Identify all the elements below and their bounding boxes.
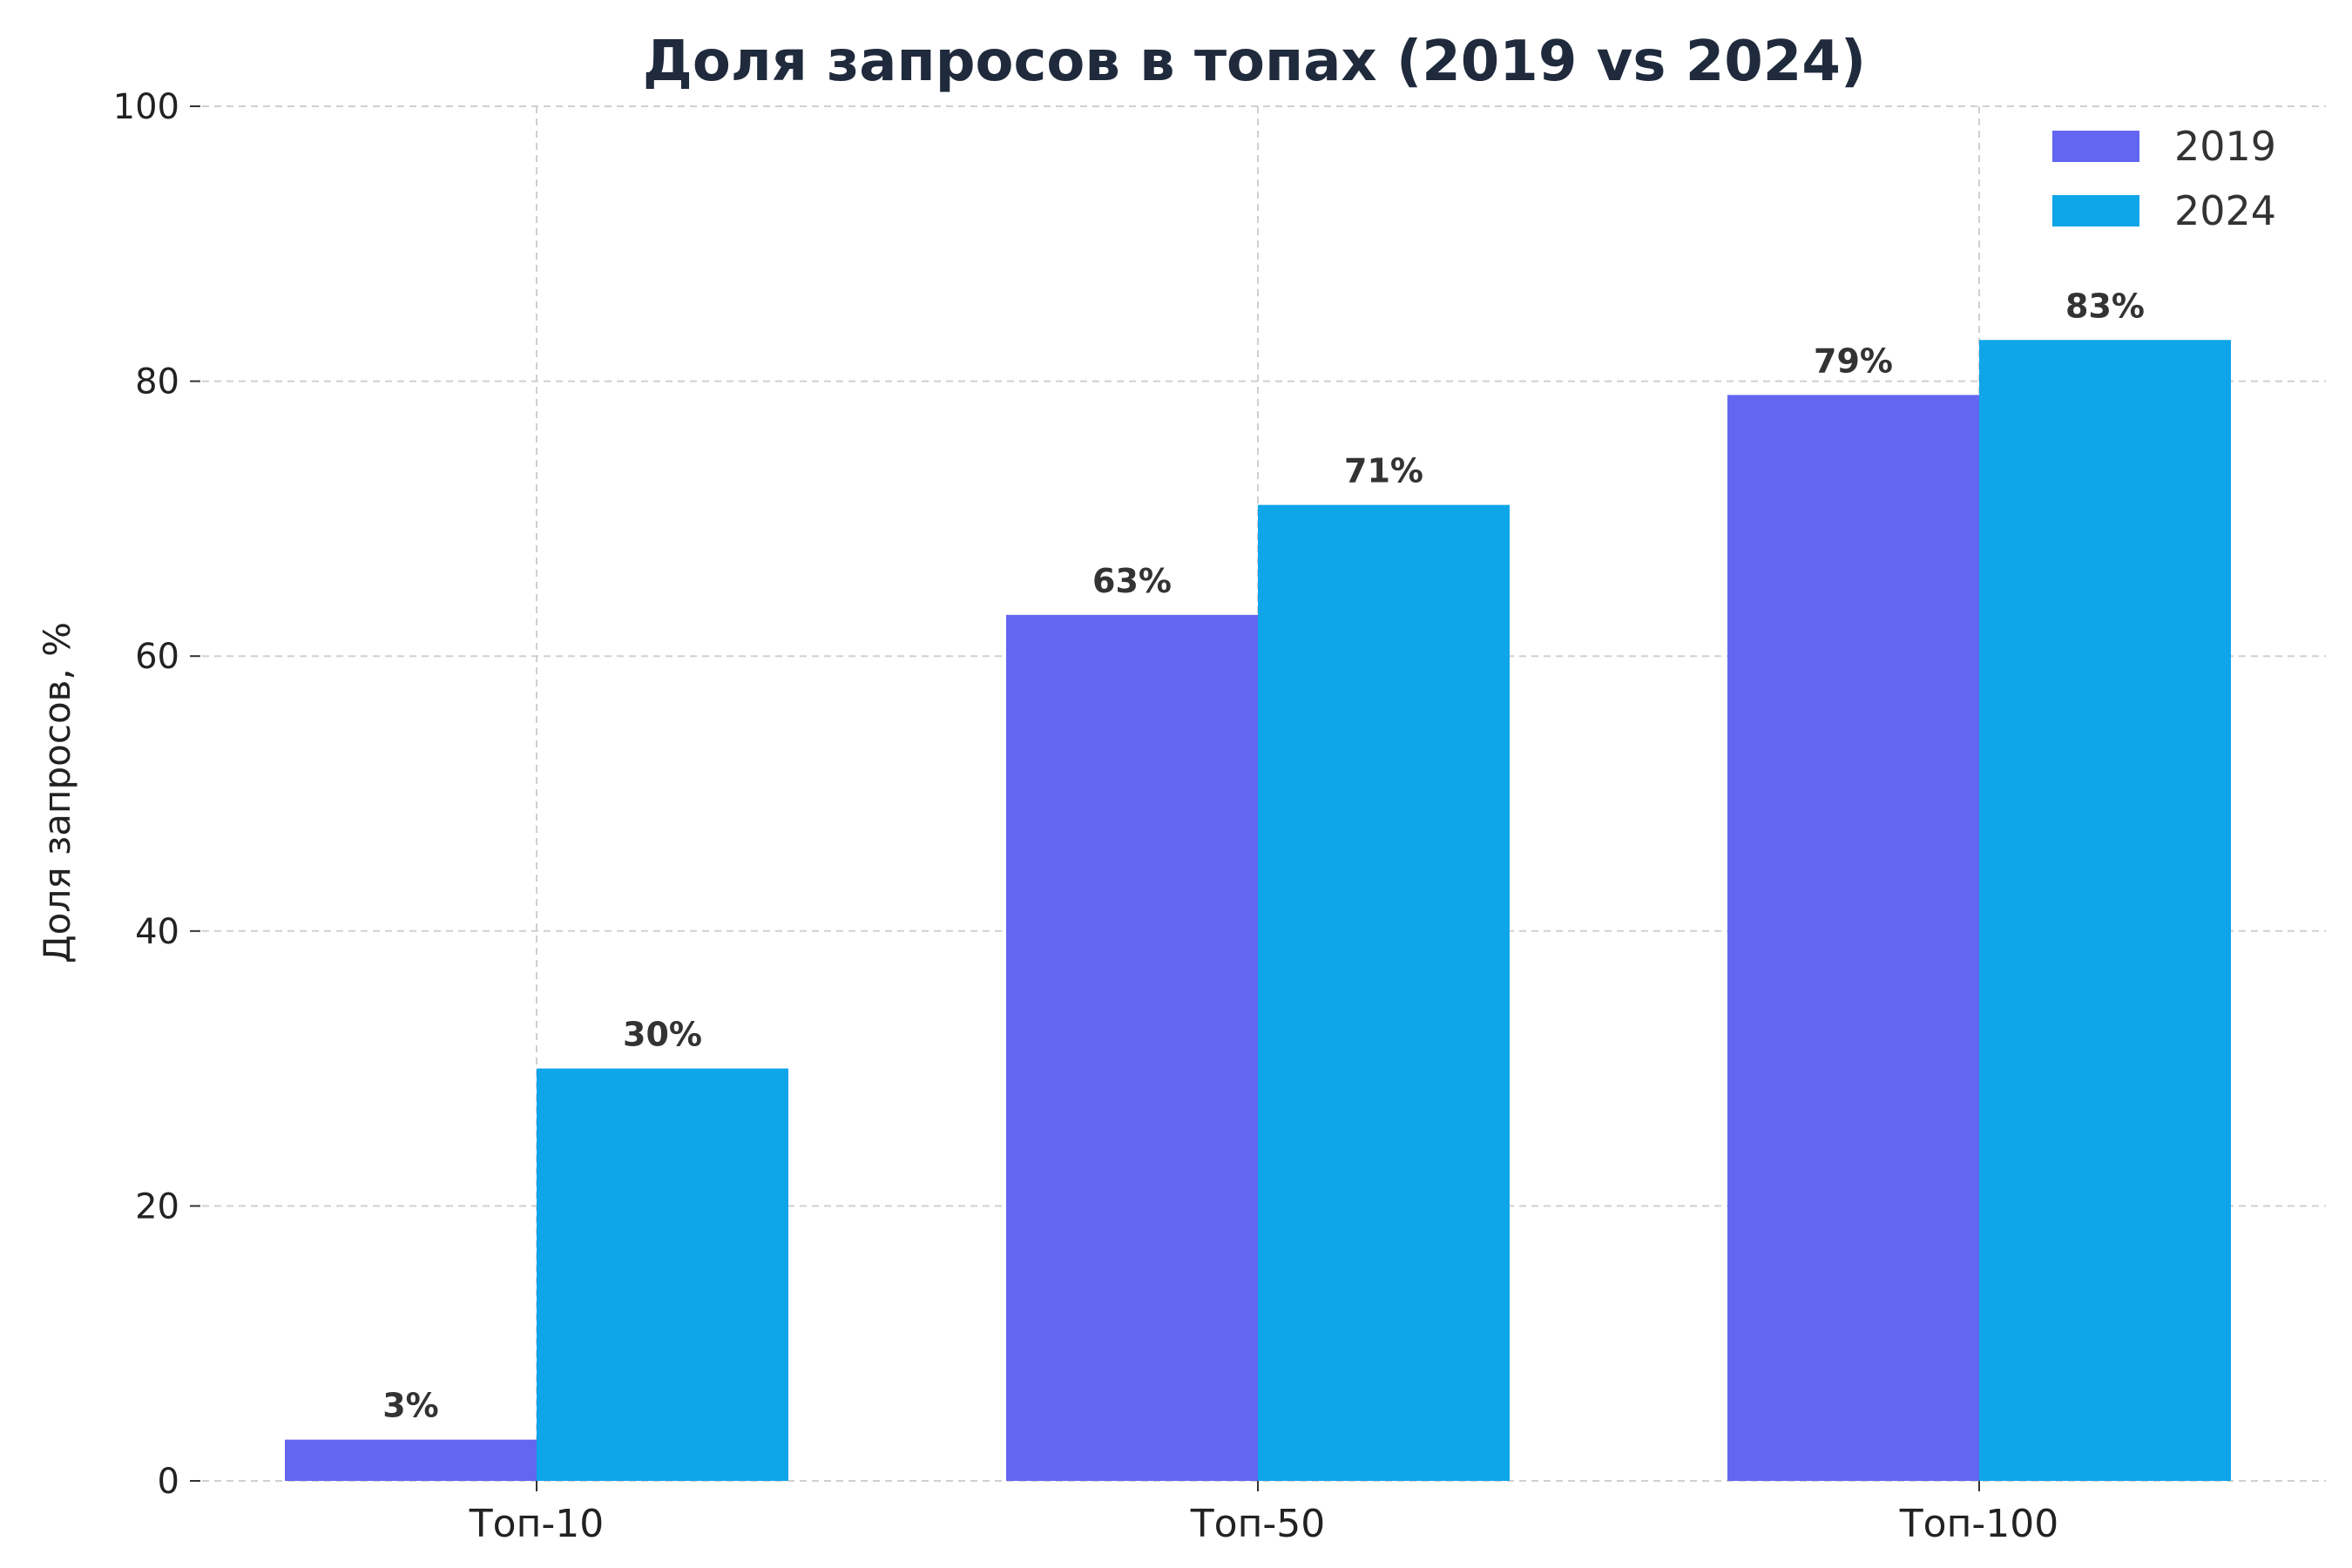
x-tick-label: Топ-10 [469, 1502, 604, 1546]
bar-value-label: 63% [1092, 562, 1172, 600]
bar-value-label: 83% [2065, 287, 2145, 325]
bar-2024-2 [1258, 504, 1510, 1481]
data-labels: 3% 63% 79% 30% 71% 83% [382, 287, 2145, 1424]
axis-ticks: 0 20 40 60 80 100 Топ-10 Топ-50 Топ-100 [113, 87, 2059, 1546]
legend: 2019 2024 [2052, 123, 2276, 234]
bar-2019-3 [1727, 395, 1979, 1481]
bar-2024-1 [537, 1068, 788, 1481]
y-tick-label: 80 [135, 362, 179, 402]
bar-value-label: 79% [1814, 341, 1893, 380]
y-tick-label: 60 [135, 637, 179, 677]
bar-2019-1 [285, 1439, 537, 1481]
x-tick-label: Топ-100 [1899, 1502, 2058, 1546]
bar-value-label: 71% [1344, 452, 1423, 490]
bars [285, 340, 2231, 1481]
bar-value-label: 3% [382, 1387, 439, 1425]
legend-swatch [2052, 131, 2139, 162]
y-tick-label: 20 [135, 1186, 179, 1227]
y-tick-label: 0 [158, 1462, 179, 1502]
chart-title: Доля запросов в топах (2019 vs 2024) [643, 30, 1866, 94]
y-tick-label: 40 [135, 912, 179, 952]
y-axis-label: Доля запросов, % [36, 622, 78, 963]
bar-value-label: 30% [623, 1016, 702, 1054]
legend-label: 2019 [2174, 123, 2276, 170]
legend-label: 2024 [2174, 187, 2276, 234]
legend-swatch [2052, 195, 2139, 226]
y-tick-label: 100 [113, 87, 179, 127]
x-tick-label: Топ-50 [1190, 1502, 1325, 1546]
bar-2024-3 [1979, 340, 2231, 1481]
bar-2019-2 [1006, 614, 1258, 1481]
